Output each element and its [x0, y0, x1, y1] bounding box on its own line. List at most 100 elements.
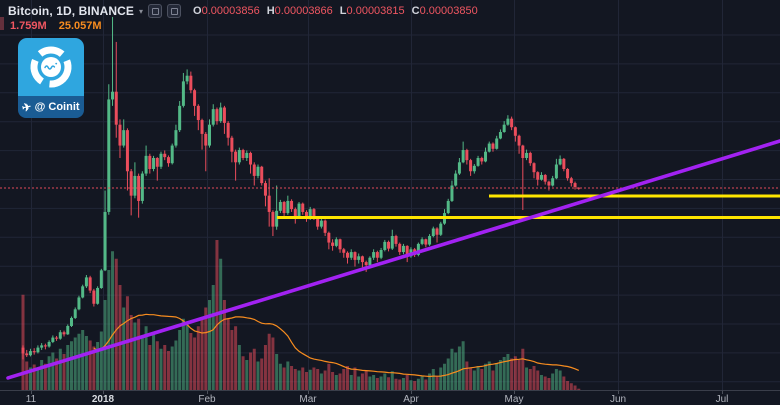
candle-body	[230, 137, 234, 152]
candle-body	[189, 75, 193, 91]
candle	[346, 251, 350, 264]
volume-bar	[525, 367, 529, 390]
volume-bar	[249, 352, 253, 390]
volume-bar	[394, 378, 398, 390]
chart-legend: Bitcoin, 1D, BINANCE ▾ O 0.00003856 H 0.00…	[8, 4, 485, 33]
candle	[125, 128, 129, 191]
volume-bar	[211, 285, 215, 390]
candle-body	[457, 162, 461, 174]
volume-bar	[301, 367, 305, 390]
time-axis-label: 11	[26, 394, 37, 405]
candle	[148, 153, 152, 174]
volume-bar	[275, 354, 279, 390]
volume-bar	[40, 360, 44, 390]
volume-bar	[338, 373, 342, 390]
volume-bar	[62, 354, 66, 390]
candle-body	[379, 249, 383, 258]
candle-body	[338, 239, 342, 250]
volume-bar	[461, 341, 465, 390]
volume-bar	[554, 369, 558, 390]
volume-bar	[349, 375, 353, 390]
candle-body	[25, 353, 29, 356]
volume-bar	[405, 375, 409, 390]
symbol-title[interactable]: Bitcoin, 1D, BINANCE	[8, 4, 135, 18]
candle	[498, 129, 502, 140]
candle	[51, 335, 55, 344]
legend-square-icon-1[interactable]	[148, 4, 163, 18]
candle	[36, 345, 40, 354]
candle-body	[181, 81, 185, 106]
candle	[566, 168, 570, 181]
candle	[476, 155, 480, 167]
candle-body	[554, 164, 558, 179]
volume-bar	[487, 361, 491, 390]
candle-body	[170, 145, 174, 164]
candle	[301, 202, 305, 215]
candle	[230, 135, 234, 163]
candle-body	[237, 150, 241, 163]
time-axis-label: Apr	[403, 394, 419, 405]
candle-body	[506, 118, 510, 125]
volume-bar	[297, 370, 301, 390]
candle-body	[461, 150, 465, 163]
candle	[219, 102, 223, 123]
volume-bar	[398, 379, 402, 390]
volume-bar	[152, 333, 156, 390]
volume-bar	[502, 357, 506, 390]
candle-body	[357, 256, 361, 260]
volume-bar	[319, 373, 323, 390]
open-value: 0.00003856	[201, 5, 260, 17]
volume-bar	[469, 367, 473, 390]
volume-bar	[25, 361, 29, 390]
candle	[528, 151, 532, 166]
candle-body	[196, 105, 200, 121]
close-label: C	[411, 5, 420, 17]
volume-bar	[573, 385, 577, 390]
candle	[469, 158, 473, 176]
coinit-watermark-logo: ✈ @ Coinit	[18, 38, 84, 118]
time-axis[interactable]: 11 2018 Feb Mar Apr May Jun Jul	[0, 390, 780, 405]
volume-ma-value: 25.057M	[58, 20, 102, 32]
volume-bar	[547, 378, 551, 390]
candle	[551, 175, 555, 187]
candle	[547, 180, 551, 191]
volume-bar	[55, 358, 59, 390]
candle	[204, 132, 208, 172]
candle-body	[491, 143, 495, 149]
candle	[245, 150, 249, 162]
chevron-down-icon[interactable]: ▾	[139, 6, 144, 16]
candle-body	[282, 202, 286, 214]
volume-bar	[536, 370, 540, 390]
candle-body	[88, 277, 92, 291]
volume-bar	[189, 333, 193, 390]
candle	[152, 155, 156, 172]
candle	[166, 155, 170, 167]
candle-body	[398, 243, 402, 253]
candle	[379, 247, 383, 260]
time-axis-bg[interactable]	[0, 390, 780, 405]
candle-body	[62, 332, 66, 335]
volume-bar	[260, 358, 264, 390]
legend-square-icon-2[interactable]	[167, 4, 182, 18]
candle-body	[498, 132, 502, 139]
candles-layer	[21, 16, 581, 360]
candle-body	[249, 152, 253, 165]
candle	[215, 107, 219, 125]
candle	[472, 164, 476, 174]
volume-bar	[331, 372, 335, 390]
candle-body	[360, 256, 364, 263]
candle	[338, 238, 342, 253]
logo-emblem-box	[18, 38, 84, 96]
candle	[394, 234, 398, 247]
volume-bar	[416, 378, 420, 390]
candle	[349, 249, 353, 260]
volume-bar	[196, 326, 200, 390]
icon-dot	[151, 7, 159, 15]
grid-layer	[0, 0, 780, 390]
candle	[193, 88, 197, 116]
trendline[interactable]	[6, 139, 780, 380]
candle-body	[245, 152, 249, 158]
candle	[103, 190, 107, 272]
candle-body	[73, 309, 77, 318]
